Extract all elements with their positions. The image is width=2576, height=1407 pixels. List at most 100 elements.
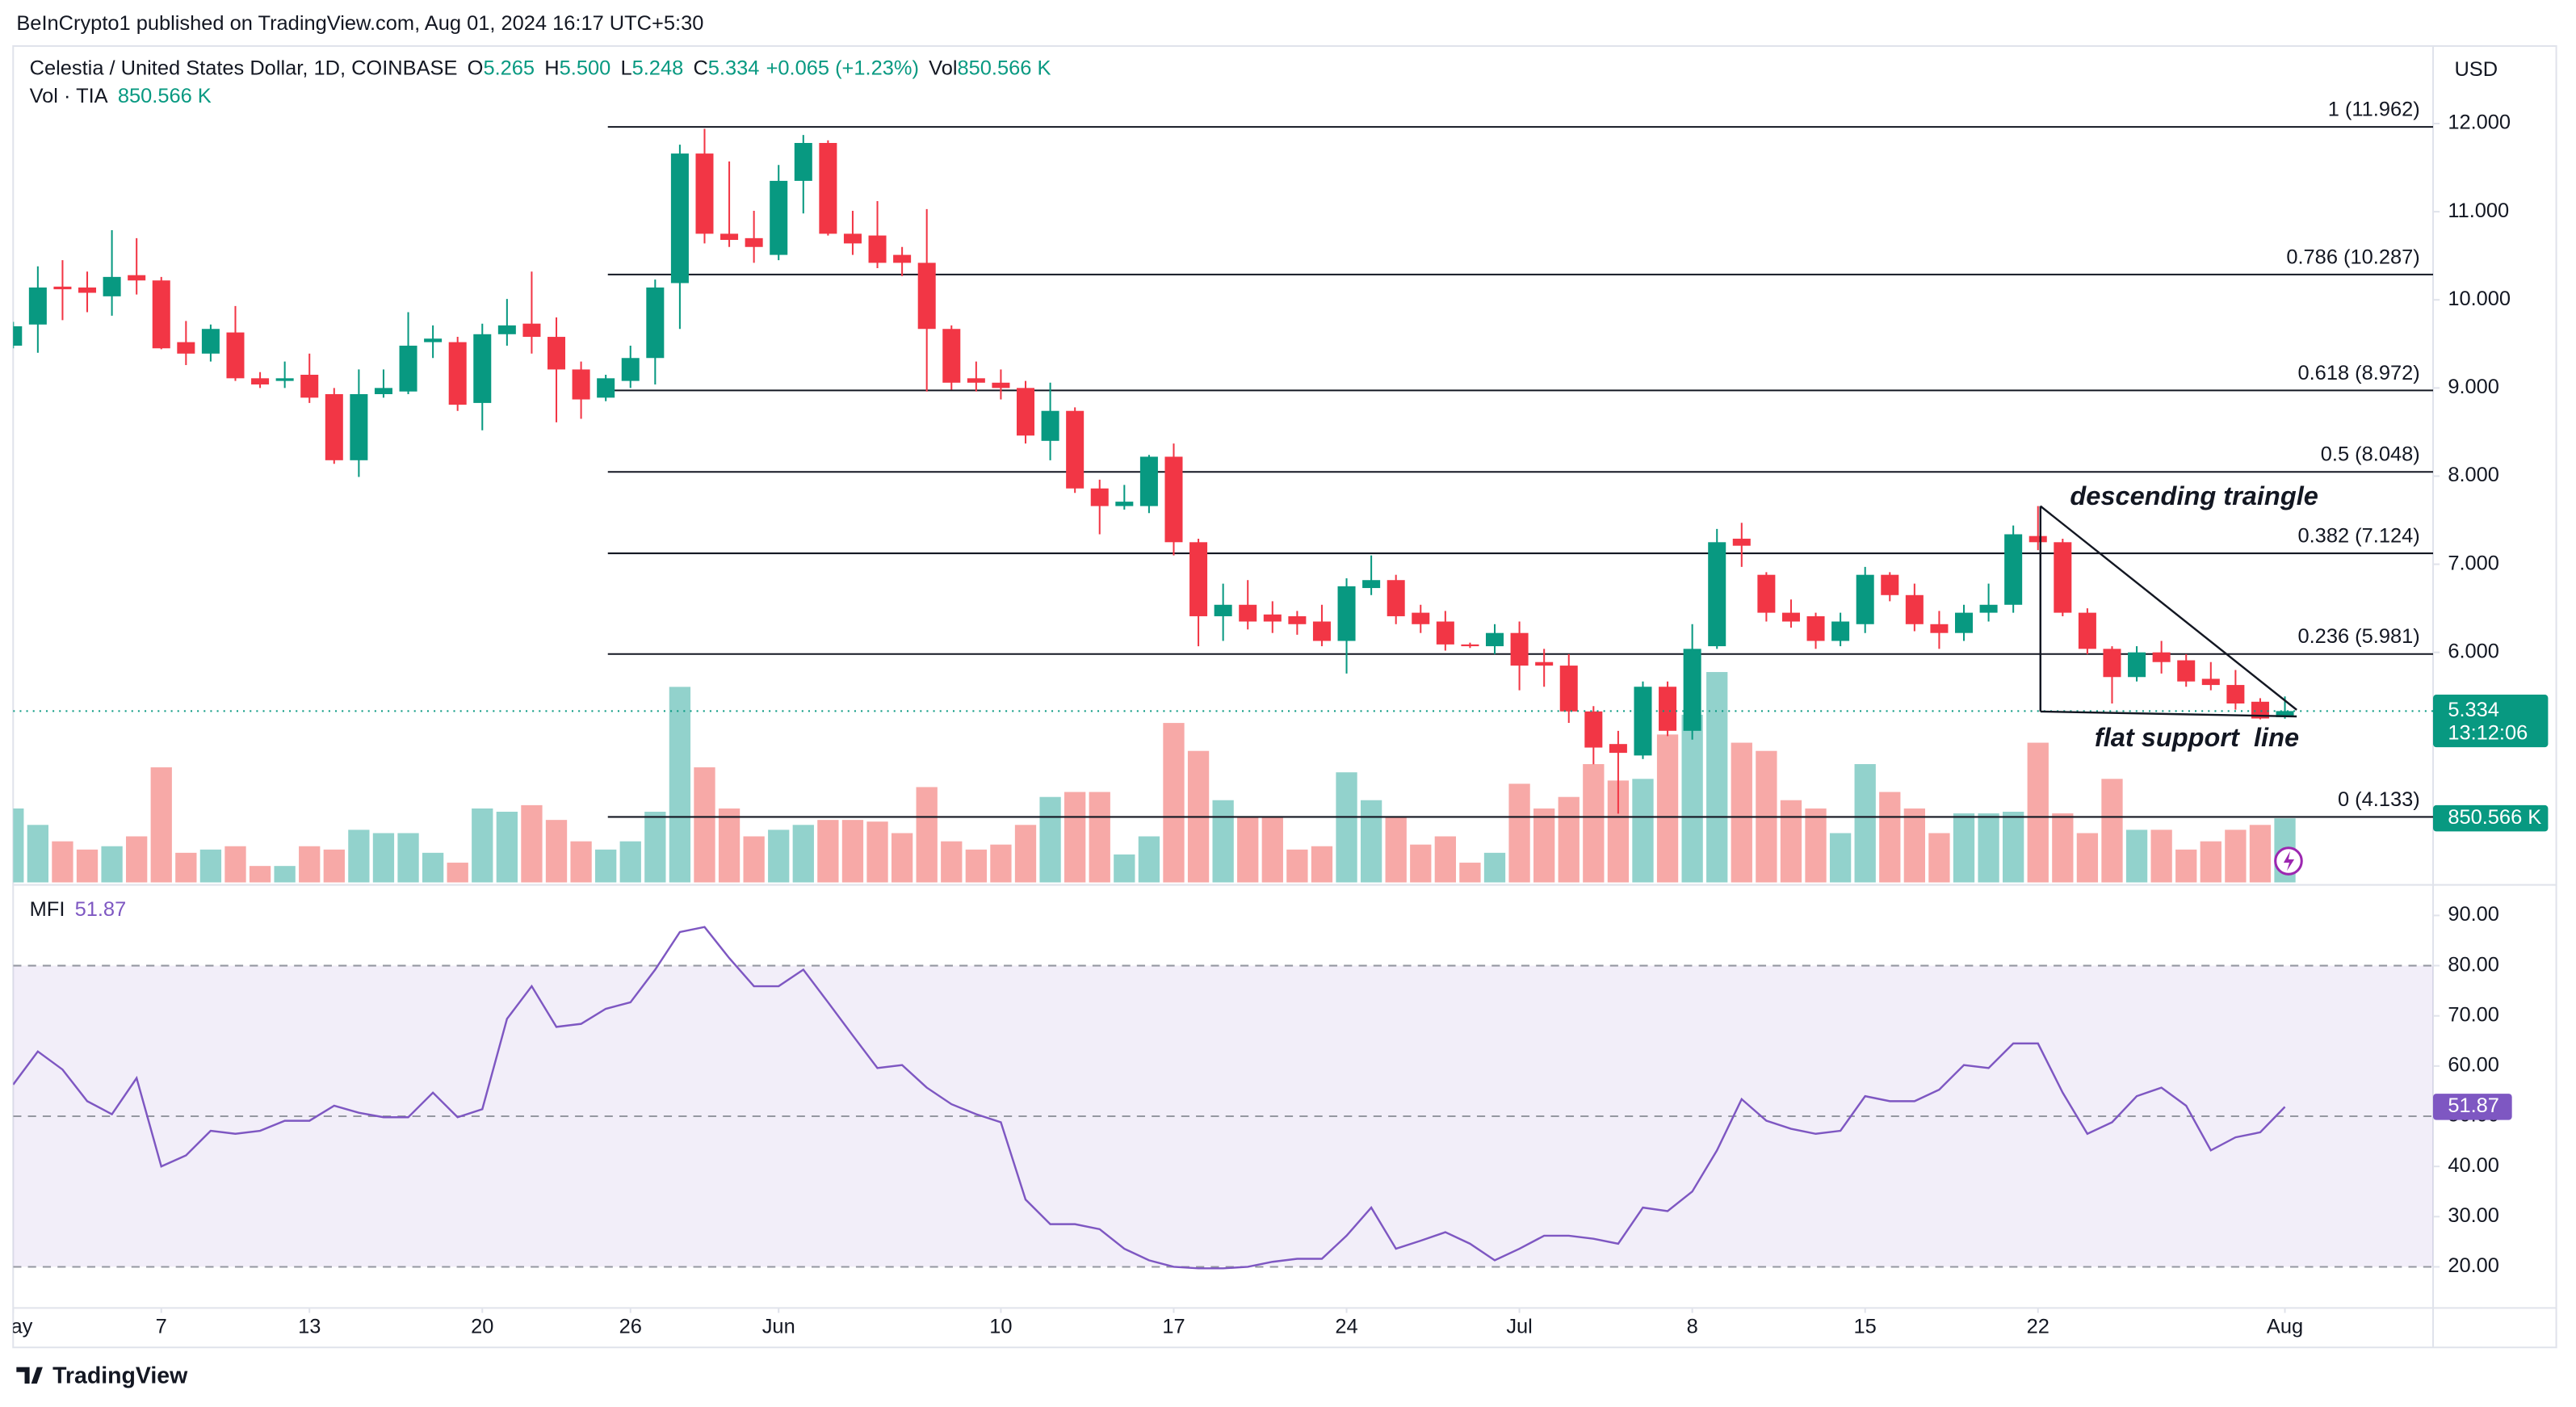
volume-bar — [990, 844, 1012, 883]
candle-body — [448, 342, 467, 405]
volume-bar — [1928, 833, 1950, 883]
lightning-icon[interactable] — [2274, 846, 2303, 876]
logo-mark — [16, 1367, 43, 1384]
volume-bar — [1089, 792, 1110, 883]
volume-bar — [694, 767, 715, 883]
volume-bar — [1261, 817, 1283, 883]
volume-bar — [1583, 764, 1605, 883]
candle-body — [152, 280, 170, 349]
volume-bar — [1903, 808, 1925, 883]
fib-level-label: 0.618 (8.972) — [2297, 362, 2419, 384]
candle-body — [572, 369, 590, 400]
volume-bar — [916, 787, 938, 883]
volume-bar — [1632, 779, 1654, 883]
legend-value: 5.500 — [560, 57, 611, 79]
candle-body — [399, 345, 417, 392]
volume-bar — [274, 866, 296, 883]
volume-bar — [397, 833, 419, 883]
candle-body — [1979, 604, 1998, 613]
volume-bar — [718, 808, 740, 883]
volume-bar — [323, 849, 345, 883]
volume-bar — [619, 841, 641, 883]
volume-bar — [422, 852, 444, 883]
candle-body — [201, 329, 220, 354]
fib-level-label: 0.786 (10.287) — [2286, 246, 2419, 268]
x-tick-label: 20 — [471, 1316, 493, 1338]
candle-body — [1535, 662, 1554, 666]
y-tick-label: 9.000 — [2448, 376, 2499, 398]
mfi-y-tick-label: 30.00 — [2448, 1204, 2499, 1227]
candle-body — [1708, 542, 1726, 647]
candle-body — [2004, 534, 2023, 605]
x-tick-label: 8 — [1687, 1316, 1698, 1338]
volume-bar — [792, 825, 814, 883]
y-tick-label: 10.000 — [2448, 288, 2511, 310]
candle-body — [1214, 604, 1232, 616]
volume-bar — [2003, 811, 2024, 883]
volume-bar — [1237, 817, 1259, 883]
volume-bar — [1681, 714, 1703, 883]
y-tick-label: 6.000 — [2448, 640, 2499, 662]
candle-body — [103, 276, 121, 296]
price-label: 5.334 — [2448, 699, 2499, 721]
candle-body — [868, 235, 887, 263]
candle-body — [1164, 456, 1183, 543]
volume-bar — [447, 863, 468, 883]
brand-logo: TradingView — [16, 1363, 188, 1388]
volume-bar — [521, 804, 543, 883]
mfi-y-tick-label: 40.00 — [2448, 1154, 2499, 1177]
volume-legend: Vol · TIA 850.566 K — [30, 85, 212, 107]
candle-body — [28, 287, 47, 325]
candle-body — [670, 153, 689, 284]
legend-key: H — [544, 57, 559, 79]
published-note: BeInCrypto1 published on TradingView.com… — [16, 12, 703, 35]
mfi-value: 51.87 — [75, 898, 127, 921]
volume-bar — [76, 849, 99, 883]
brand-name: TradingView — [52, 1363, 188, 1388]
volume-bar — [1360, 800, 1382, 883]
candle-body — [1954, 612, 1974, 633]
volume-bar — [1829, 833, 1852, 883]
candle-body — [2201, 678, 2220, 686]
candle-body — [1239, 604, 1257, 622]
fib-level-label: 1 (11.962) — [2328, 99, 2420, 121]
volume-label-box — [2433, 804, 2549, 832]
candle-body — [473, 334, 492, 403]
y-tick-label: 12.000 — [2448, 111, 2511, 134]
candle-body — [2128, 652, 2146, 678]
candle-body — [1806, 615, 1825, 641]
volume-bar — [1805, 808, 1827, 883]
candle-body — [128, 275, 146, 281]
candle-body — [497, 325, 516, 334]
volume-bar — [1533, 808, 1555, 883]
volume-bar — [348, 830, 370, 883]
fib-level-label: 0.382 (7.124) — [2297, 524, 2419, 547]
candle-body — [1510, 632, 1529, 666]
fib-level-label: 0.236 (5.981) — [2297, 625, 2419, 648]
volume-bar — [27, 825, 49, 883]
volume-bar — [1014, 825, 1037, 883]
volume-bar — [1163, 723, 1185, 883]
change-label: +0.065 (+1.23%) — [766, 57, 919, 79]
candle-body — [2251, 701, 2269, 719]
candle-body — [1781, 612, 1800, 622]
candle-body — [695, 153, 714, 234]
candle-body — [597, 378, 615, 398]
candle-body — [251, 378, 270, 384]
x-tick-label: 17 — [1162, 1316, 1185, 1338]
x-tick-label: Jun — [762, 1316, 795, 1338]
triangle-upper-line — [2040, 505, 2297, 711]
candle-body — [893, 254, 912, 263]
candle-body — [1732, 538, 1751, 546]
volume-bar — [1410, 844, 1432, 883]
volume-bar — [2200, 841, 2221, 883]
candle-body — [522, 323, 541, 338]
countdown-label: 13:12:06 — [2448, 722, 2528, 745]
candle-body — [1881, 574, 1899, 595]
candle-body — [1584, 711, 1603, 748]
currency[interactable]: USD — [2454, 58, 2498, 81]
volume-bar — [175, 852, 197, 883]
candle-body — [2028, 536, 2047, 543]
volume-bar — [496, 811, 518, 883]
x-tick-label: 7 — [156, 1316, 167, 1338]
